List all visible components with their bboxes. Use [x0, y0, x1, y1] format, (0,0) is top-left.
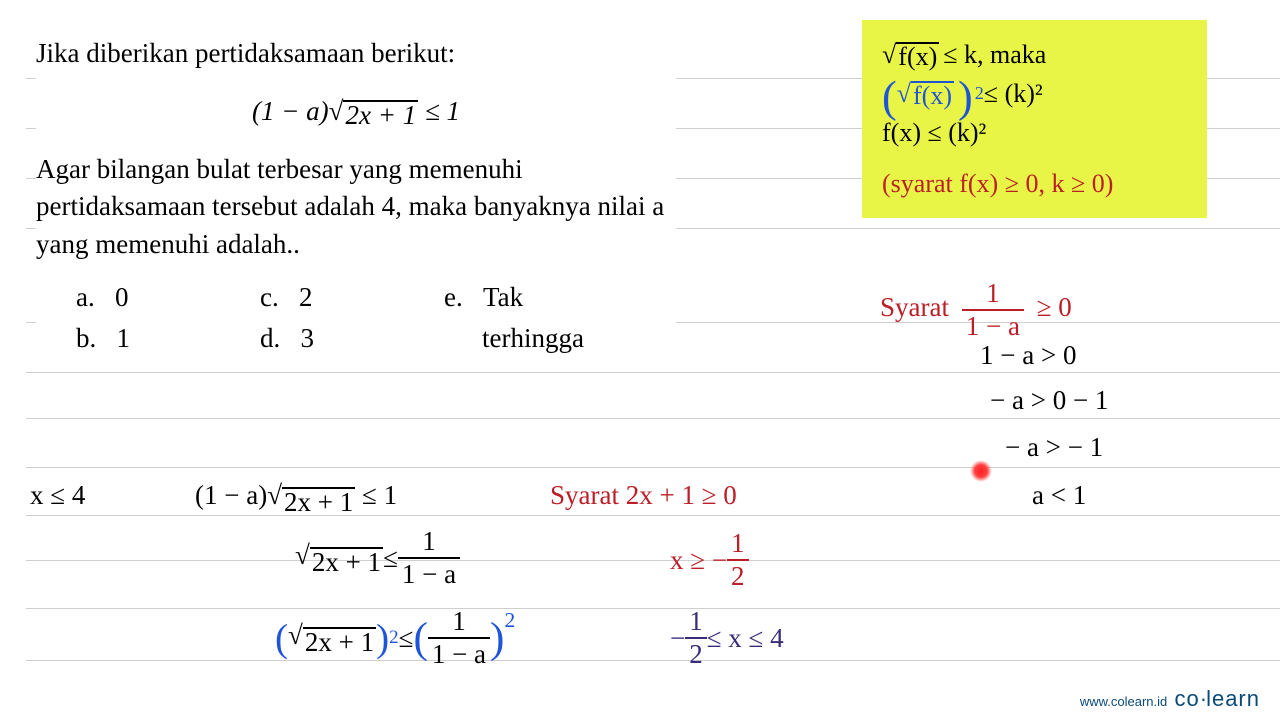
- work-line2: √2x + 1 ≤ 1 1 − a: [295, 528, 460, 588]
- sqrt-icon: √2x + 1: [295, 540, 383, 576]
- laser-pointer-dot-icon: [970, 460, 992, 482]
- work-line1: (1 − a)√2x + 1 ≤ 1: [195, 480, 397, 516]
- option-e: e. Tak: [444, 282, 584, 313]
- sqrt-icon: √2x + 1: [267, 480, 355, 516]
- formula-highlight-box: √f(x) ≤ k, maka ( √f(x) ) 2 ≤ (k)² f(x) …: [862, 20, 1207, 218]
- syarat-step4: − a > − 1: [1005, 432, 1103, 463]
- option-c: c. 2: [260, 282, 314, 313]
- syarat-fraction: Syarat 1 1 − a ≥ 0: [880, 280, 1072, 340]
- exponent: 2: [504, 608, 515, 633]
- problem-line2: Agar bilangan bulat terbesar yang memenu…: [36, 151, 676, 264]
- problem-line1: Jika diberikan pertidaksamaan berikut:: [36, 35, 676, 73]
- syarat-step3: − a > 0 − 1: [990, 385, 1108, 416]
- sqrt-icon: √2x + 1: [329, 93, 419, 131]
- highlight-row-1: √f(x) ≤ k, maka: [882, 35, 1187, 74]
- ruled-line: [26, 372, 1280, 373]
- x-range: − 1 2 ≤ x ≤ 4: [670, 608, 784, 668]
- ruled-line: [26, 467, 1280, 468]
- left-paren-icon: (: [413, 614, 427, 663]
- left-paren-icon: (: [275, 616, 288, 661]
- problem-equation: (1 − a)√2x + 1 ≤ 1: [36, 93, 676, 131]
- exponent: 2: [389, 627, 398, 649]
- left-paren-icon: (: [882, 82, 897, 113]
- highlight-row-3: f(x) ≤ (k)²: [882, 113, 1187, 152]
- x-lower-bound: x ≥ − 1 2: [670, 530, 749, 590]
- right-paren-icon: ): [958, 82, 973, 113]
- syarat-step2: 1 − a > 0: [980, 340, 1076, 371]
- options: a. 0 b. 1 c. 2 d. 3 e. Tak terhingga: [76, 282, 676, 354]
- sqrt-icon: √f(x): [897, 74, 954, 113]
- exponent: 2: [975, 80, 984, 107]
- right-paren-icon: ): [490, 614, 504, 663]
- ruled-line: [26, 418, 1280, 419]
- highlight-row-2: ( √f(x) ) 2 ≤ (k)²: [882, 74, 1187, 113]
- work-line3: ( √2x + 1 ) 2 ≤ ( 1 1 − a ) 2: [275, 608, 515, 668]
- sqrt-icon: √2x + 1: [288, 620, 376, 656]
- right-paren-icon: ): [376, 616, 389, 661]
- ruled-line: [26, 608, 1280, 609]
- option-e2: terhingga: [444, 323, 584, 354]
- footer-url: www.colearn.id: [1080, 694, 1167, 709]
- footer-brand: co·learn: [1175, 686, 1261, 711]
- option-a: a. 0: [76, 282, 130, 313]
- ruled-line: [26, 660, 1280, 661]
- option-b: b. 1: [76, 323, 130, 354]
- syarat-domain: Syarat 2x + 1 ≥ 0: [550, 480, 737, 511]
- option-d: d. 3: [260, 323, 314, 354]
- problem-statement: Jika diberikan pertidaksamaan berikut: (…: [36, 35, 676, 362]
- syarat-step5: a < 1: [1032, 480, 1086, 511]
- highlight-row-4: (syarat f(x) ≥ 0, k ≥ 0): [882, 164, 1187, 203]
- x-condition: x ≤ 4: [30, 480, 85, 511]
- ruled-line: [26, 560, 1280, 561]
- sqrt-icon: √f(x): [882, 35, 939, 74]
- footer: www.colearn.id co·learn: [1080, 686, 1260, 712]
